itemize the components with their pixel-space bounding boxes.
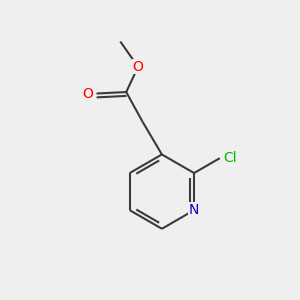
Text: N: N <box>189 203 199 217</box>
Text: O: O <box>83 86 94 100</box>
Text: O: O <box>133 60 143 74</box>
Text: Cl: Cl <box>223 151 236 165</box>
